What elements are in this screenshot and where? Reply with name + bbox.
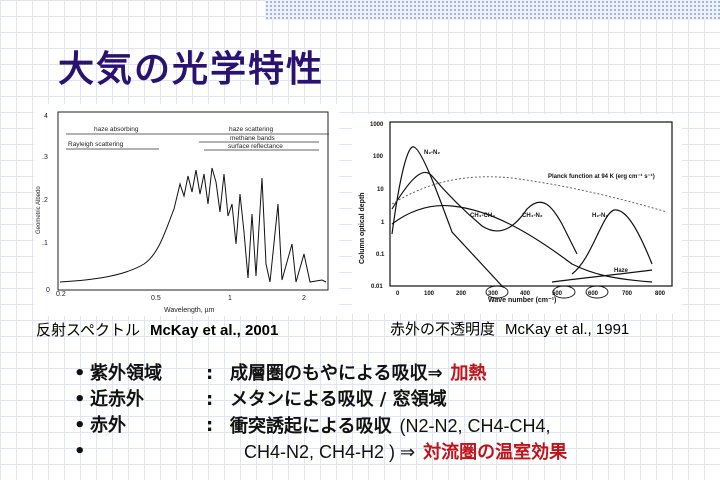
x-tick: 700: [622, 291, 633, 297]
y-tick: 4: [44, 113, 48, 120]
bullet-dot: •: [74, 415, 86, 436]
desc-text: メタンによる吸収 / 窓領域: [230, 389, 447, 410]
x-tick: 600: [588, 291, 599, 297]
slide-title: 大気の光学特性: [58, 49, 325, 90]
x-tick: 1: [228, 295, 232, 302]
y-axis-label: Column optical depth: [359, 192, 366, 264]
bullet-desc: 成層圏のもやによる吸収⇒ 加熱: [230, 361, 487, 387]
x-tick: 100: [424, 291, 435, 297]
y-tick: 0: [46, 287, 50, 294]
x-tick: 2: [302, 295, 306, 302]
annotation-text: methane bands: [230, 135, 276, 142]
y-tick: .2: [42, 197, 48, 204]
bullet-colon: :: [206, 363, 214, 384]
bullet-label: 紫外領域: [90, 363, 162, 384]
y-tick: 1: [381, 220, 385, 226]
x-tick: 800: [655, 291, 666, 297]
right-figure-caption: 赤外の不透明度 McKay et al., 1991: [390, 318, 629, 339]
n2-n2-curve: [391, 146, 503, 287]
h2-n2-curve: [571, 209, 653, 275]
annotation-text: haze absorbing: [94, 126, 139, 133]
infrared-opacity-figure: 1000 100 10 1 0.1 0.01 0 100 200 300 400…: [352, 114, 682, 314]
formula-text: (N2-N2, CH4-CH4,: [399, 416, 551, 436]
highlight-text: 加熱: [450, 363, 487, 384]
bullet-desc: CH4-N2, CH4-H2 ) ⇒ 対流圏の温室効果: [244, 439, 567, 466]
formula-text: CH4-N2, CH4-H2 ) ⇒: [244, 442, 416, 462]
desc-text: 成層圏のもやによる吸収⇒: [230, 363, 443, 384]
left-figure-caption: 反射スペクトル McKay et al., 2001: [36, 319, 278, 340]
highlight-text: 対流圏の温室効果: [423, 442, 568, 463]
y-axis-label: Geometric Albedo: [36, 186, 42, 234]
citation: McKay et al., 1991: [505, 321, 630, 338]
curve-label: H₂-N₂: [592, 213, 608, 219]
annotation-text: haze scattering: [229, 126, 273, 133]
x-tick: 400: [520, 291, 531, 297]
bullet-label: 近赤外: [90, 389, 144, 410]
y-tick: 10: [377, 187, 384, 193]
haze-curve: [551, 269, 653, 283]
x-tick: 0: [396, 291, 400, 297]
reflectance-spectrum-plot: 4 .3 .2 .1 0 0.2 0.5 1 2 Wavelength, µm …: [36, 111, 329, 314]
x-tick: 0.2: [56, 291, 66, 298]
infrared-opacity-plot: 1000 100 10 1 0.1 0.01 0 100 200 300 400…: [359, 121, 673, 304]
x-axis-label: Wavelength, µm: [164, 307, 215, 314]
x-tick: 300: [488, 291, 499, 297]
bullet-desc: 衝突誘起による吸収 (N2-N2, CH4-CH4,: [230, 413, 551, 440]
bullet-colon: :: [206, 415, 214, 436]
annotation-text: surface reflectance: [228, 143, 283, 150]
caption-text: 反射スペクトル: [36, 321, 140, 339]
bullet-dot: •: [74, 363, 86, 384]
planck-label: Planck function at 94 K (erg cm⁻¹ s⁻¹): [548, 173, 655, 180]
x-tick: 0.5: [151, 295, 161, 302]
bullet-dot: •: [74, 389, 86, 410]
planck-curve: [391, 176, 668, 213]
bullet-label: 赤外: [90, 415, 126, 436]
bullet-dot: •: [74, 441, 86, 462]
y-tick: 0.01: [371, 284, 383, 290]
reflectance-spectrum-figure: 4 .3 .2 .1 0 0.2 0.5 1 2 Wavelength, µm …: [34, 104, 339, 316]
ch4-curve: [391, 171, 578, 255]
y-tick: 0.1: [376, 252, 385, 258]
y-tick: 100: [373, 154, 384, 160]
curve-label: N₂-N₂: [424, 150, 440, 156]
caption-text: 赤外の不透明度: [390, 320, 496, 338]
x-axis-label: Wave number (cm⁻¹): [488, 297, 556, 304]
plot-frame: [57, 111, 329, 291]
citation: McKay et al., 2001: [149, 322, 279, 339]
x-tick: 500: [552, 291, 563, 297]
curve-label: Haze: [614, 268, 629, 274]
bullet-desc: メタンによる吸収 / 窓領域: [230, 387, 447, 413]
albedo-spectrum-curve: [59, 167, 327, 283]
decorative-header-band: [265, 0, 720, 20]
y-tick: .3: [42, 154, 48, 161]
x-tick: 200: [456, 291, 467, 297]
annotation-text: Rayleigh scattering: [68, 141, 124, 148]
y-tick: 1000: [370, 122, 384, 128]
bullet-colon: :: [206, 389, 214, 410]
plot-frame: [389, 121, 673, 287]
y-tick: .1: [42, 240, 48, 247]
curve-label: CH₄-CH₄: [470, 213, 495, 219]
curve-label: CH₄-N₂: [522, 213, 543, 219]
desc-text: 衝突誘起による吸収: [230, 416, 392, 437]
